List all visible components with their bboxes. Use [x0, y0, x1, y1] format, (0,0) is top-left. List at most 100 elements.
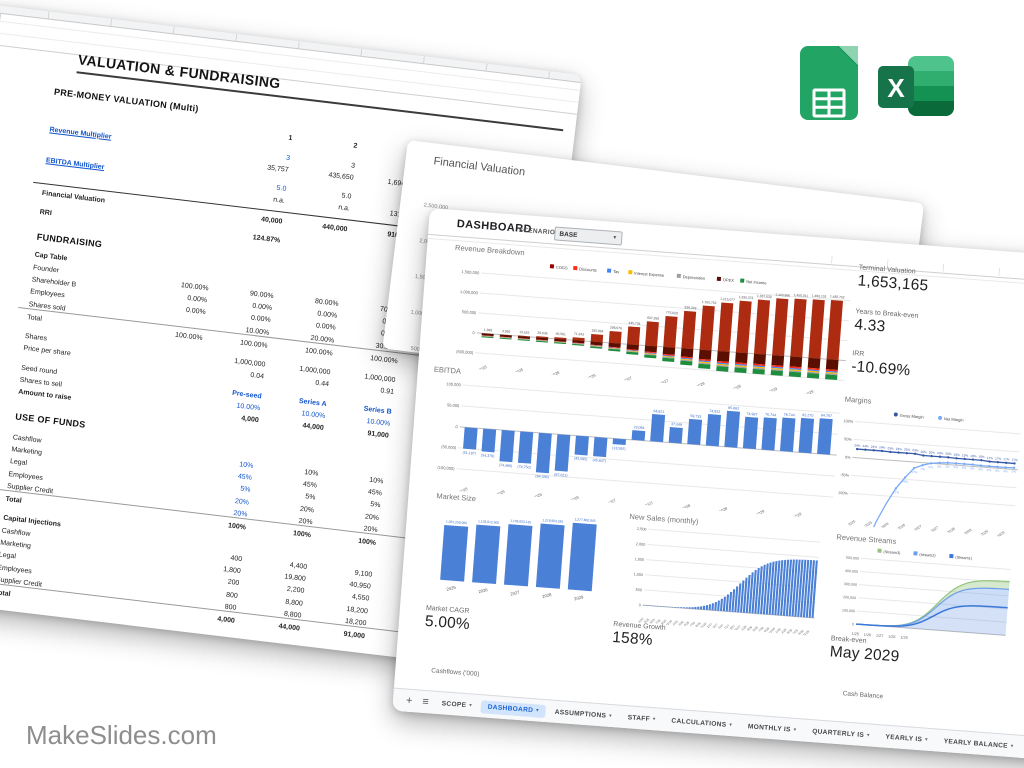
sheet-tab-quarterly-is[interactable]: QUARTERLY IS ▾: [811, 727, 870, 739]
svg-text:0%: 0%: [928, 465, 933, 469]
svg-text:2025: 2025: [446, 585, 457, 592]
svg-text:23%: 23%: [912, 448, 919, 452]
watermark: MakeSlides.com: [26, 720, 217, 750]
svg-text:5%: 5%: [945, 465, 950, 469]
svg-text:(45,847): (45,847): [592, 458, 606, 463]
svg-text:938,249: 938,249: [684, 305, 696, 310]
svg-text:-100%: -100%: [837, 491, 849, 496]
svg-text:Q3 2027: Q3 2027: [638, 500, 655, 512]
svg-text:19%: 19%: [978, 454, 985, 458]
svg-text:OPEX: OPEX: [723, 277, 735, 283]
svg-text:Q1 2027: Q1 2027: [909, 524, 923, 535]
sheet-tab-scope[interactable]: SCOPE ▾: [441, 699, 473, 709]
svg-text:100,000: 100,000: [842, 608, 855, 613]
chevron-down-icon: ▼: [612, 234, 618, 242]
svg-text:300,000: 300,000: [844, 582, 857, 587]
svg-text:5%: 5%: [953, 465, 958, 469]
sheet-tab-monthly-is[interactable]: MONTHLY IS ▾: [747, 722, 797, 734]
revenue-breakdown-chart: Revenue Breakdown COGS Discounts Tax Interes…: [446, 243, 857, 402]
svg-text:500,000: 500,000: [462, 309, 478, 315]
svg-text:11/29: 11/29: [802, 629, 810, 636]
sheet-tab-yearly-balance[interactable]: YEARLY BALANCE ▾: [943, 737, 1014, 750]
svg-text:5/25: 5/25: [649, 618, 656, 625]
svg-text:79,744: 79,744: [784, 413, 795, 418]
svg-text:Q3 2029: Q3 2029: [786, 511, 803, 519]
svg-text:17%: 17%: [1012, 458, 1019, 462]
svg-text:500: 500: [635, 588, 642, 592]
svg-text:(Stream3): (Stream3): [883, 550, 901, 555]
svg-text:5/28: 5/28: [752, 625, 759, 632]
svg-text:5%: 5%: [1011, 470, 1016, 474]
svg-text:(13,592): (13,592): [612, 446, 626, 451]
svg-text:50%: 50%: [844, 437, 853, 442]
sheet-tab-staff[interactable]: STAFF ▾: [627, 713, 656, 723]
svg-text:(500,000): (500,000): [456, 349, 474, 355]
sheet-tab-dashboard[interactable]: DASHBOARD ▾: [480, 699, 547, 718]
stat-revenue-growth: Revenue Growth 158%: [611, 620, 666, 649]
svg-text:19%: 19%: [962, 453, 969, 457]
svg-text:59,733: 59,733: [690, 414, 701, 419]
sheet-tab-bar: + ≡ SCOPE ▾ DASHBOARD ▾ ASSUMPTIONS ▾ STAFF ▾ CALC…: [392, 687, 1024, 764]
svg-text:(stream2): (stream2): [919, 553, 936, 558]
svg-text:5%: 5%: [962, 466, 967, 470]
svg-text:Net Margin: Net Margin: [944, 416, 964, 422]
scenario-dropdown[interactable]: BASE ▼: [553, 226, 623, 246]
revenue-streams-chart: Revenue Streams (Stream3) (stream2) (Stream…: [829, 532, 1019, 654]
svg-text:24%: 24%: [879, 445, 886, 449]
svg-text:1/27: 1/27: [876, 634, 884, 639]
svg-text:5%: 5%: [970, 466, 975, 470]
svg-text:(54,376): (54,376): [481, 453, 495, 458]
svg-text:40,561: 40,561: [556, 332, 567, 337]
svg-text:(51,197): (51,197): [462, 451, 476, 456]
svg-text:2,000: 2,000: [636, 542, 646, 547]
svg-text:5/29: 5/29: [786, 628, 793, 635]
svg-text:20%: 20%: [945, 452, 952, 456]
svg-text:100,000: 100,000: [446, 381, 462, 387]
svg-text:1/29: 1/29: [900, 635, 908, 640]
svg-text:76,744: 76,744: [765, 412, 776, 417]
sheet-tab-assumptions[interactable]: ASSUMPTIONS ▾: [554, 708, 613, 720]
svg-text:3/28: 3/28: [746, 625, 753, 632]
sheet-tab-yearly-is[interactable]: YEARLY IS ▾: [885, 733, 929, 743]
svg-text:7/29: 7/29: [792, 628, 799, 635]
svg-text:1,216,953,281: 1,216,953,281: [542, 518, 563, 524]
svg-text:Q1 2028: Q1 2028: [942, 527, 956, 538]
new-sales-chart: New Sales (monthly) 2,500 2,000 1,500 1,000 5…: [621, 512, 825, 641]
svg-text:100%: 100%: [843, 419, 854, 424]
svg-text:85,862: 85,862: [728, 406, 739, 411]
all-sheets-menu-icon[interactable]: ≡: [421, 695, 430, 709]
dashboard-sheet: DASHBOARD SCENARIO BASE ▼ Revenue Breakd…: [392, 208, 1024, 764]
svg-text:1,051,250,000: 1,051,250,000: [446, 520, 467, 526]
svg-text:(74,486): (74,486): [499, 463, 513, 468]
svg-text:23%: 23%: [896, 447, 903, 451]
svg-text:71,343: 71,343: [574, 332, 585, 337]
svg-text:Q3 2029: Q3 2029: [992, 531, 1006, 538]
svg-text:3/25: 3/25: [643, 617, 650, 624]
svg-text:17%: 17%: [995, 456, 1002, 460]
svg-text:7/26: 7/26: [689, 621, 696, 628]
svg-text:1,466,102: 1,466,102: [812, 294, 827, 299]
stat-market-cagr: Market CAGR 5.00%: [424, 604, 471, 634]
svg-text:Q3 2026: Q3 2026: [892, 523, 906, 534]
svg-text:Q1 2026: Q1 2026: [876, 522, 890, 533]
svg-text:17%: 17%: [1003, 457, 1010, 461]
svg-text:0: 0: [639, 603, 641, 607]
svg-text:(50,000): (50,000): [441, 444, 457, 450]
svg-text:1/28: 1/28: [888, 635, 896, 640]
svg-text:20%: 20%: [937, 451, 944, 455]
svg-text:185,894: 185,894: [591, 329, 603, 334]
stat-breakeven-date: Break-even May 2029: [829, 635, 900, 666]
sheet-tab-calculations[interactable]: CALCULATIONS ▾: [671, 717, 733, 729]
svg-text:1,295,373: 1,295,373: [739, 295, 754, 300]
svg-text:1/25: 1/25: [637, 617, 644, 624]
svg-text:0: 0: [472, 330, 475, 335]
svg-text:Depreciation: Depreciation: [683, 274, 706, 281]
svg-text:Net Income: Net Income: [746, 279, 768, 286]
svg-text:(45,095): (45,095): [574, 456, 588, 461]
add-sheet-button[interactable]: +: [405, 694, 413, 708]
svg-text:11/25: 11/25: [665, 619, 673, 627]
svg-text:29,636: 29,636: [537, 331, 548, 336]
svg-text:1,000,000: 1,000,000: [460, 289, 479, 295]
svg-text:84,787: 84,787: [821, 413, 832, 418]
svg-text:1,450,011: 1,450,011: [794, 293, 809, 298]
